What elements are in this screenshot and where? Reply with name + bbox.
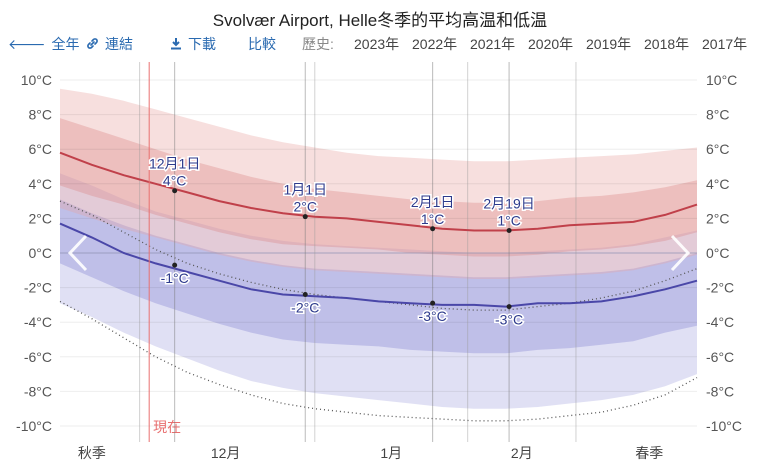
y-tick-label-right: 10°C	[706, 72, 737, 88]
download-icon	[170, 36, 182, 52]
annotation-high-label: 4°C	[163, 173, 187, 189]
annotation-low-label: -1°C	[161, 270, 189, 286]
y-tick-label-right: -8°C	[706, 383, 734, 399]
y-tick-label-left: -6°C	[24, 349, 52, 365]
y-tick-label-right: -2°C	[706, 280, 734, 296]
y-tick-label-right: 0°C	[706, 245, 730, 261]
y-tick-label-left: -10°C	[16, 418, 52, 434]
y-tick-label-right: 6°C	[706, 141, 730, 157]
year-2023-link[interactable]: 2023年	[354, 36, 400, 52]
chevron-right-icon[interactable]	[670, 234, 691, 272]
y-tick-label-right: -4°C	[706, 314, 734, 330]
annotation-date-label: 2月19日	[483, 196, 534, 212]
now-label: 現在	[153, 419, 181, 435]
year-2019-link[interactable]: 2019年	[586, 36, 632, 52]
chart-title: Svolvær Airport, Helle冬季的平均高温和低温	[212, 11, 548, 30]
y-tick-label-left: 2°C	[29, 210, 53, 226]
compare-button[interactable]: 比較	[248, 36, 276, 52]
download-label: 下載	[188, 36, 216, 52]
high-temp-point	[302, 214, 308, 220]
y-tick-label-left: -4°C	[24, 314, 52, 330]
annotation-low-label: -3°C	[495, 312, 523, 328]
high-temp-band-outer	[60, 88, 697, 279]
month-label: 12月	[211, 445, 241, 461]
y-tick-label-left: -8°C	[24, 383, 52, 399]
annotation-date-label: 2月1日	[411, 194, 455, 210]
high-temp-point	[172, 188, 178, 194]
high-temp-line	[59, 151, 698, 232]
annotation-high-label: 2°C	[293, 199, 317, 215]
download-button[interactable]: 下載	[170, 34, 216, 54]
month-label: 1月	[380, 445, 402, 461]
annotation-high-label: 1°C	[497, 213, 521, 229]
y-tick-label-left: 0°C	[29, 245, 53, 261]
link-icon	[86, 36, 99, 52]
history-label: 歷史:	[302, 36, 334, 52]
annotation-date-label: 12月1日	[149, 156, 200, 172]
annotation-low-label: -2°C	[291, 300, 319, 316]
low-temp-point	[506, 304, 512, 310]
link-label: 連結	[105, 36, 133, 52]
all-year-button[interactable]: 🡐 全年	[8, 34, 80, 54]
high-temp-point	[506, 228, 512, 234]
y-tick-label-right: 2°C	[706, 210, 730, 226]
arrow-left-icon: 🡐	[8, 36, 46, 52]
month-label: 春季	[635, 445, 663, 461]
high-temp-point	[430, 226, 436, 232]
y-tick-label-right: -10°C	[706, 418, 742, 434]
low-temp-point	[172, 262, 178, 268]
low-temp-point	[430, 300, 436, 306]
year-2017-link[interactable]: 2017年	[702, 36, 748, 52]
annotation-low-label: -3°C	[419, 308, 447, 324]
month-label: 2月	[511, 445, 533, 461]
high-temp-band-inner	[60, 118, 697, 257]
year-2021-link[interactable]: 2021年	[470, 36, 516, 52]
low-temp-band-outer	[60, 173, 697, 409]
low-temp-line	[59, 222, 698, 308]
link-button[interactable]: 連結	[86, 34, 133, 54]
annotation-date-label: 1月1日	[283, 182, 327, 198]
year-2020-link[interactable]: 2020年	[528, 36, 574, 52]
all-year-label: 全年	[51, 36, 80, 52]
month-label: 秋季	[78, 445, 106, 461]
low-temp-point	[302, 292, 308, 298]
low-temp-band-inner	[60, 199, 697, 354]
y-tick-label-left: 10°C	[21, 72, 52, 88]
y-tick-label-right: -6°C	[706, 349, 734, 365]
year-2022-link[interactable]: 2022年	[412, 36, 458, 52]
year-2018-link[interactable]: 2018年	[644, 36, 690, 52]
chevron-left-icon[interactable]	[67, 234, 88, 272]
y-tick-label-left: -2°C	[24, 280, 52, 296]
y-tick-label-left: 8°C	[29, 107, 53, 123]
toolbar: 🡐 全年 連結 下載 比較 歷史: 2023年 2022年 2021年 2020年…	[0, 34, 760, 56]
y-tick-label-left: 4°C	[29, 176, 53, 192]
y-tick-label-right: 8°C	[706, 107, 730, 123]
annotation-high-label: 1°C	[421, 211, 445, 227]
y-tick-label-left: 6°C	[29, 141, 53, 157]
y-tick-label-right: 4°C	[706, 176, 730, 192]
